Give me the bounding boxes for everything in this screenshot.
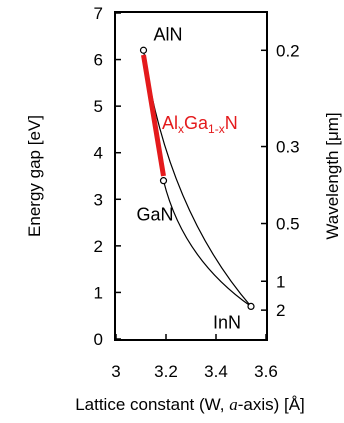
- x-tick-label: 3.2: [154, 362, 178, 381]
- x-tick-label: 3.4: [204, 362, 228, 381]
- curves-layer: [142, 50, 252, 307]
- y-tick-label: 2: [94, 237, 103, 256]
- bowing-curve-aln-inn: [142, 50, 252, 307]
- point-inn: [247, 302, 255, 310]
- y2-tick-label: 0.3: [276, 138, 300, 157]
- highlight-layer: [141, 54, 166, 177]
- y-tick-label: 5: [94, 97, 103, 116]
- y-tick-label: 0: [94, 330, 103, 349]
- alloy-label: AlxGa1-xN: [162, 113, 238, 136]
- y2-axis-title: Wavelength [μm]: [323, 112, 342, 239]
- point-aln: [139, 46, 148, 54]
- ticks-layer: 0 1 2 3 4 5 6 7 3 3.2 3.4 3.6 0.2 0.3 0.5 1 2: [94, 4, 300, 381]
- y-tick-label: 6: [94, 51, 103, 70]
- point-gan: [159, 177, 168, 185]
- y-axis-title: Energy gap [eV]: [25, 115, 44, 237]
- y2-tick-label: 0.2: [276, 41, 300, 60]
- points-layer: AlN GaN InN: [136, 24, 255, 332]
- y-tick-label: 1: [94, 283, 103, 302]
- label-gan: GaN: [136, 205, 173, 225]
- y2-tick-label: 2: [276, 301, 285, 320]
- y2-tick-label: 0.5: [276, 215, 300, 234]
- y-tick-label: 3: [94, 190, 103, 209]
- algan-segment: [141, 54, 166, 177]
- label-aln: AlN: [154, 24, 183, 44]
- x-tick-label: 3.6: [254, 362, 278, 381]
- y-tick-label: 7: [94, 4, 103, 23]
- y2-tick-label: 1: [276, 272, 285, 291]
- bowing-curve-gan-inn: [162, 180, 252, 307]
- label-inn: InN: [213, 312, 241, 332]
- x-axis-title: Lattice constant (W, a-axis) [Å]: [75, 395, 305, 414]
- x-tick-label: 3: [111, 362, 120, 381]
- plot-frame: [114, 11, 268, 341]
- y-tick-label: 4: [94, 144, 103, 163]
